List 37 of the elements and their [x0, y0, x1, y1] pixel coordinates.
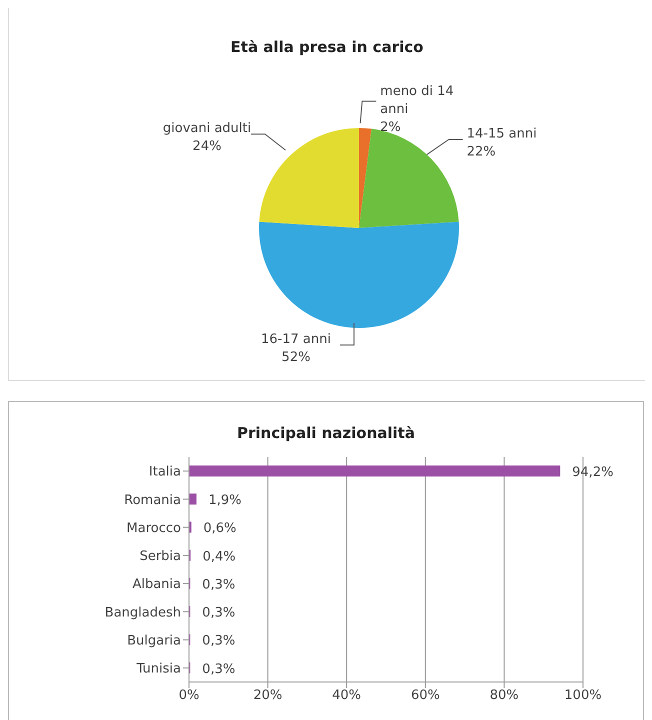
y-tick-label: Tunisia	[136, 662, 181, 677]
slice-label: 16-17 anni	[261, 332, 331, 347]
data-label: 24%	[192, 139, 222, 154]
data-label: 0,6%	[203, 521, 236, 536]
bar	[189, 494, 196, 505]
x-tick-label: 80%	[490, 688, 519, 704]
data-label: 0,3%	[202, 577, 236, 592]
y-tick-label: Bangladesh	[104, 605, 181, 620]
data-label: 22%	[466, 144, 496, 160]
slice-label: 14-15 anni	[466, 126, 537, 142]
data-label: 0,3%	[202, 662, 236, 677]
data-label: 52%	[282, 350, 310, 365]
data-label: 94,2%	[572, 464, 614, 480]
pie-slice	[259, 222, 459, 328]
x-tick-label: 0%	[178, 688, 200, 704]
y-tick-label: Serbia	[140, 549, 181, 564]
chart-title: Principali nazionalità	[236, 424, 416, 442]
pie-slice	[259, 128, 359, 228]
bar	[189, 465, 560, 476]
y-tick-label: Bulgaria	[127, 633, 181, 648]
data-label: 0,3%	[202, 634, 236, 649]
y-tick-label: Albania	[132, 577, 181, 592]
y-tick-label: Romania	[124, 492, 181, 508]
data-label: 0,4%	[202, 549, 236, 564]
data-label: 2%	[380, 120, 401, 136]
data-label: 1,9%	[208, 493, 242, 508]
x-tick-label: 100%	[564, 688, 602, 704]
pie-slice	[359, 128, 372, 228]
data-label: 0,3%	[202, 606, 236, 621]
y-tick-label: Italia	[148, 464, 181, 480]
x-tick-label: 60%	[410, 688, 440, 704]
x-tick-label: 40%	[332, 688, 362, 704]
x-tick-label: 20%	[253, 688, 282, 704]
y-tick-label: Marocco	[126, 520, 182, 536]
slice-label: giovani adulti	[162, 121, 252, 136]
chart-title: Età alla presa in carico	[230, 38, 424, 56]
slice-label: meno di 14 anni	[380, 84, 454, 118]
